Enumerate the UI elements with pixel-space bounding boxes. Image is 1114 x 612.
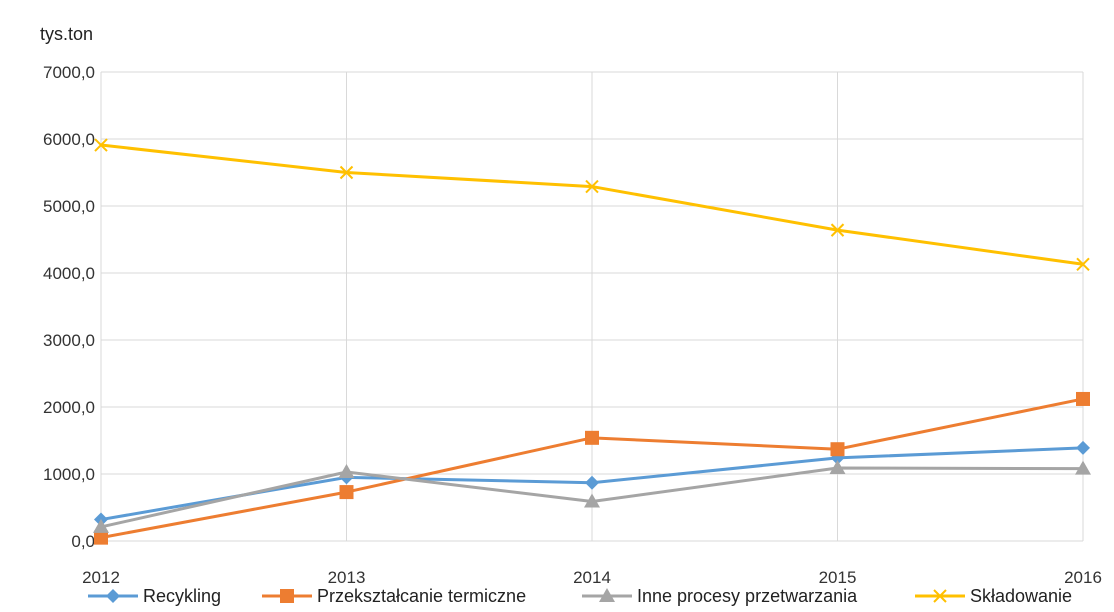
y-tick-label: 3000,0 [43, 331, 95, 350]
x-tick-label: 2016 [1064, 568, 1102, 587]
x-axis-ticks: 2012 2013 2014 2015 2016 [82, 568, 1102, 587]
data-point-3-3 [584, 493, 600, 508]
data-point-2-3 [585, 430, 599, 445]
legend-label: Przekształcanie termiczne [317, 586, 526, 606]
data-point-legend-1 [106, 589, 120, 603]
x-tick-label: 2015 [819, 568, 857, 587]
y-tick-label: 2000,0 [43, 398, 95, 417]
data-point-3-2 [338, 463, 355, 478]
data-point-2-2 [339, 485, 354, 500]
grid-lines [100, 71, 1084, 542]
y-tick-label: 0,0 [71, 532, 95, 551]
legend-item-3: Inne procesy przetwarzania [582, 586, 858, 606]
x-tick-label: 2013 [328, 568, 366, 587]
y-tick-label: 4000,0 [43, 264, 95, 283]
data-point-4-1 [94, 138, 108, 152]
y-axis-unit-label: tys.ton [40, 24, 93, 44]
data-point-2-1 [94, 530, 108, 545]
data-point-4-3 [585, 179, 599, 194]
data-point-4-2 [339, 165, 354, 180]
legend-item-2: Przekształcanie termiczne [262, 586, 526, 606]
legend-label: Inne procesy przetwarzania [637, 586, 858, 606]
data-point-2-4 [830, 442, 845, 457]
x-tick-label: 2014 [573, 568, 611, 587]
legend-item-1: Recykling [88, 586, 221, 606]
y-tick-label: 7000,0 [43, 63, 95, 82]
y-axis-ticks: 0,0 1000,0 2000,0 3000,0 4000,0 5000,0 6000,0 7… [43, 63, 95, 551]
legend-label: Recykling [143, 586, 221, 606]
data-point-3-4 [829, 459, 846, 474]
y-tick-label: 5000,0 [43, 197, 95, 216]
legend-item-4: Składowanie [915, 586, 1072, 606]
data-point-3-5 [1075, 460, 1091, 475]
y-tick-label: 1000,0 [43, 465, 95, 484]
data-point-legend-4 [933, 589, 947, 603]
data-point-legend-2 [280, 589, 294, 603]
legend: Recykling Przekształcanie termiczne Inne p… [88, 586, 1072, 606]
data-point-3-1 [93, 518, 109, 533]
data-point-1-3 [585, 475, 599, 490]
y-tick-label: 6000,0 [43, 130, 95, 149]
x-tick-label: 2012 [82, 568, 120, 587]
data-point-legend-3 [599, 588, 615, 602]
legend-label: Składowanie [970, 586, 1072, 606]
data-point-4-4 [830, 223, 845, 237]
data-point-1-5 [1076, 440, 1090, 455]
data-point-2-5 [1076, 391, 1090, 406]
series-lines [93, 138, 1091, 545]
data-point-4-5 [1076, 257, 1090, 271]
